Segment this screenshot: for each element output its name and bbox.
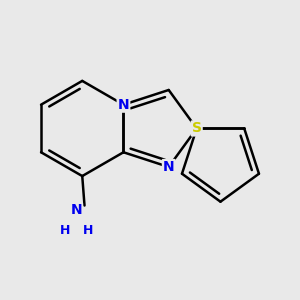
Text: H: H: [60, 224, 70, 237]
Text: H: H: [83, 224, 93, 237]
Text: S: S: [192, 122, 202, 136]
Text: N: N: [163, 160, 175, 174]
Text: N: N: [71, 203, 82, 217]
Text: N: N: [118, 98, 129, 112]
